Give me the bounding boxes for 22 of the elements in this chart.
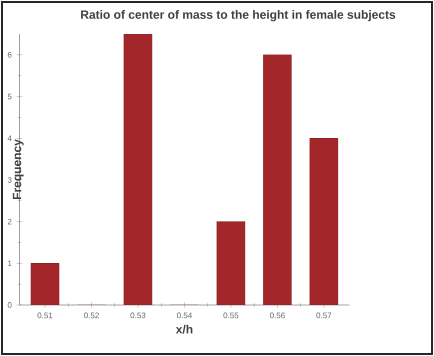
x-tick-label: 0.56 xyxy=(270,312,285,318)
x-tick-label: 0.57 xyxy=(316,312,332,318)
bar xyxy=(30,263,60,305)
bar xyxy=(216,221,246,305)
y-tick-label: 2 xyxy=(8,218,12,224)
x-tick-label: 0.53 xyxy=(130,312,146,318)
x-tick-label: 0.55 xyxy=(223,312,238,318)
y-tick-label: 4 xyxy=(8,135,12,141)
x-axis-title: x/h xyxy=(176,324,192,334)
bar xyxy=(124,34,152,305)
y-tick-label: 5 xyxy=(8,94,12,100)
x-tick-label: 0.54 xyxy=(176,312,192,318)
y-tick-label: 3 xyxy=(8,177,12,183)
bar xyxy=(263,54,292,305)
bar xyxy=(310,138,338,305)
y-tick-label: 6 xyxy=(8,52,12,58)
chart-title: Ratio of center of mass to the height in female subjects xyxy=(81,10,396,22)
y-tick-label: 1 xyxy=(8,260,12,266)
y-tick-label: 0 xyxy=(8,302,12,308)
y-axis-title: Frequency xyxy=(12,139,24,200)
x-tick-label: 0.52 xyxy=(84,312,99,318)
x-tick-label: 0.51 xyxy=(38,312,52,318)
